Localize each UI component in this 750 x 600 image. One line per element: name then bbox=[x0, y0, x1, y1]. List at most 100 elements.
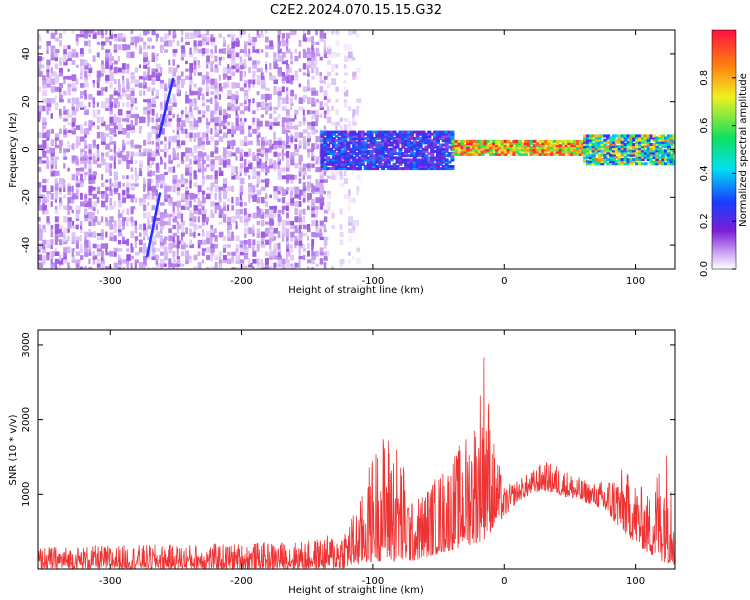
heatmap-cell bbox=[444, 130, 449, 134]
heatmap-cell bbox=[298, 178, 302, 184]
heatmap-cell bbox=[252, 259, 257, 264]
heatmap-cell bbox=[286, 160, 290, 164]
heatmap-cell bbox=[265, 45, 270, 50]
heatmap-cell bbox=[430, 162, 435, 166]
heatmap-cell bbox=[256, 135, 259, 143]
heatmap-cell bbox=[71, 240, 75, 244]
heatmap-cell bbox=[63, 125, 66, 130]
heatmap-cell bbox=[412, 165, 417, 168]
heatmap-cell bbox=[384, 137, 388, 140]
heatmap-cell bbox=[357, 165, 362, 168]
heatmap-cell bbox=[155, 89, 160, 97]
heatmap-cell bbox=[248, 175, 251, 180]
heatmap-cell bbox=[286, 87, 289, 92]
heatmap-cell bbox=[629, 155, 634, 159]
heatmap-cell bbox=[243, 151, 249, 157]
heatmap-cell bbox=[96, 116, 101, 124]
heatmap-cell bbox=[155, 131, 159, 139]
heatmap-cell bbox=[638, 140, 642, 144]
heatmap-cell bbox=[323, 44, 326, 50]
heatmap-cell bbox=[583, 158, 588, 161]
heatmap-cell bbox=[172, 79, 176, 84]
heatmap-cell bbox=[75, 262, 80, 268]
heatmap-cell bbox=[147, 220, 150, 226]
heatmap-cell bbox=[231, 133, 234, 138]
heatmap-cell bbox=[331, 145, 336, 149]
heatmap-cell bbox=[269, 113, 273, 119]
heatmap-cell bbox=[643, 151, 648, 155]
heatmap-cell bbox=[243, 90, 249, 97]
heatmap-cell bbox=[348, 189, 351, 196]
heatmap-cell bbox=[206, 129, 210, 134]
heatmap-cell bbox=[558, 144, 563, 148]
heatmap-cell bbox=[265, 110, 268, 115]
heatmap-cell bbox=[164, 117, 167, 123]
heatmap-cell bbox=[315, 250, 319, 257]
heatmap-cell bbox=[550, 139, 554, 143]
heatmap-cell bbox=[130, 154, 133, 162]
heatmap-cell bbox=[652, 143, 657, 146]
heatmap-cell bbox=[578, 150, 583, 154]
heatmap-cell bbox=[415, 134, 420, 138]
heatmap-cell bbox=[164, 198, 168, 202]
heatmap-cell bbox=[201, 37, 207, 42]
heatmap-cell bbox=[265, 193, 268, 200]
heatmap-cell bbox=[122, 63, 126, 70]
heatmap-cell bbox=[155, 248, 161, 252]
heatmap-cell bbox=[235, 52, 240, 58]
heatmap-cell bbox=[260, 186, 266, 191]
heatmap-cell bbox=[46, 83, 51, 88]
heatmap-cell bbox=[578, 144, 583, 148]
heatmap-cell bbox=[235, 124, 240, 131]
heatmap-cell bbox=[286, 174, 291, 180]
heatmap-cell bbox=[172, 33, 177, 39]
heatmap-cell bbox=[661, 134, 666, 138]
heatmap-cell bbox=[101, 90, 104, 96]
heatmap-cell bbox=[193, 155, 197, 161]
heatmap-cell bbox=[176, 124, 181, 131]
heatmap-cell bbox=[134, 45, 138, 49]
heatmap-cell bbox=[474, 139, 479, 143]
heatmap-cell bbox=[609, 147, 614, 151]
heatmap-cell bbox=[404, 143, 409, 147]
heatmap-cell bbox=[290, 220, 294, 226]
heatmap-cell bbox=[331, 137, 336, 140]
heatmap-cell bbox=[222, 181, 227, 188]
heatmap-cell bbox=[433, 145, 438, 149]
heatmap-cell bbox=[632, 160, 637, 164]
heatmap-cell bbox=[138, 232, 142, 237]
heatmap-cell bbox=[410, 141, 414, 145]
heatmap-cell bbox=[260, 101, 265, 108]
heatmap-cell bbox=[594, 138, 599, 142]
heatmap-cell bbox=[500, 150, 505, 154]
heatmap-cell bbox=[424, 158, 429, 162]
heatmap-cell bbox=[172, 53, 177, 57]
heatmap-cell bbox=[210, 51, 214, 58]
heatmap-cell bbox=[147, 212, 151, 219]
heatmap-cell bbox=[109, 220, 112, 226]
heatmap-cell bbox=[441, 137, 446, 140]
heatmap-cell bbox=[126, 93, 132, 101]
heatmap-cell bbox=[143, 177, 146, 185]
heatmap-cell bbox=[273, 106, 279, 110]
heatmap-cell bbox=[311, 102, 316, 107]
heatmap-cell bbox=[75, 139, 81, 146]
heatmap-cell bbox=[302, 30, 305, 35]
heatmap-cell bbox=[168, 216, 172, 223]
heatmap-cell bbox=[586, 134, 590, 138]
heatmap-cell bbox=[172, 156, 177, 161]
heatmap-cell bbox=[218, 83, 222, 88]
heatmap-cell bbox=[450, 134, 455, 138]
heatmap-cell bbox=[375, 154, 380, 158]
heatmap-cell bbox=[438, 167, 443, 171]
heatmap-cell bbox=[168, 30, 171, 36]
heatmap-cell bbox=[222, 70, 228, 78]
heatmap-cell bbox=[363, 154, 368, 158]
heatmap-cell bbox=[352, 109, 356, 115]
heatmap-cell bbox=[101, 101, 106, 108]
heatmap-cell bbox=[404, 162, 409, 166]
heatmap-cell bbox=[356, 174, 361, 180]
heatmap-cell bbox=[421, 132, 426, 136]
heatmap-cell bbox=[273, 186, 279, 192]
heatmap-cell bbox=[42, 178, 47, 184]
